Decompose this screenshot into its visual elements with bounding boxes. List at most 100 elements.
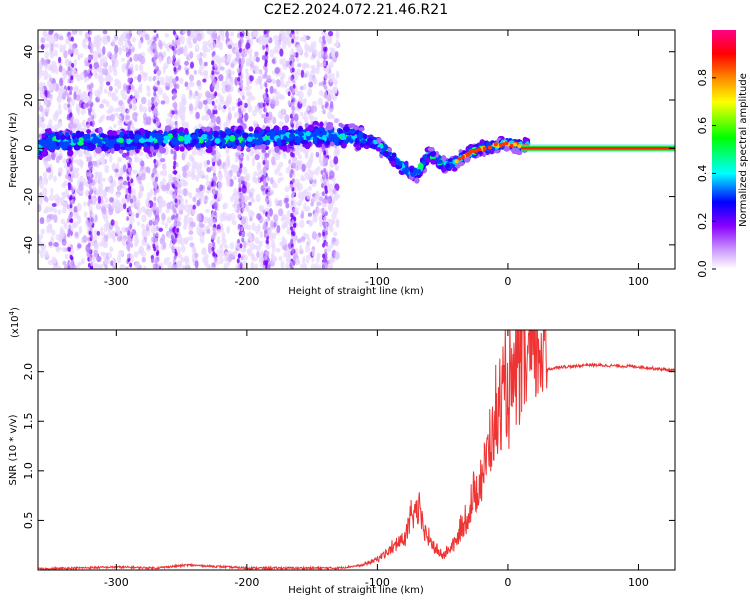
spectral-point — [107, 177, 111, 183]
spectral-point — [232, 203, 236, 208]
spectral-point — [287, 91, 291, 97]
spectral-point — [67, 103, 71, 109]
spectral-point — [183, 255, 190, 263]
spectral-point — [76, 202, 82, 212]
spectral-point — [278, 121, 284, 127]
spectral-point — [281, 31, 286, 39]
spectral-point — [179, 34, 184, 41]
spectral-point — [274, 67, 280, 75]
spectral-point — [77, 243, 82, 249]
spectral-point — [300, 236, 306, 242]
spectral-point — [161, 40, 166, 46]
spectral-point — [225, 75, 229, 83]
spectral-point — [142, 265, 147, 269]
spectral-point — [70, 256, 74, 262]
spectral-point — [290, 212, 294, 218]
spectral-point — [42, 187, 48, 196]
spectral-point — [184, 214, 189, 220]
spectral-point — [204, 195, 208, 201]
spectral-point — [173, 160, 177, 166]
spectral-point — [206, 159, 211, 165]
spectral-point — [110, 41, 116, 47]
spectral-point — [307, 237, 311, 246]
spectral-point — [117, 119, 123, 127]
spectral-point — [155, 251, 159, 257]
spectral-point — [257, 76, 262, 84]
spectral-point — [38, 44, 41, 50]
spectral-point — [64, 253, 69, 260]
spectral-point — [239, 262, 243, 268]
spectral-point — [117, 115, 122, 120]
spectral-point — [256, 213, 262, 221]
spectral-point — [90, 83, 94, 89]
spectral-point — [121, 63, 126, 73]
spectral-point — [324, 185, 328, 191]
spectral-point — [335, 218, 340, 227]
spectral-point — [270, 243, 276, 248]
spectral-point — [48, 174, 52, 181]
spectral-point — [88, 205, 94, 212]
spectral-point — [291, 249, 295, 255]
spectral-point — [158, 56, 162, 64]
spectral-point — [281, 109, 286, 114]
spectral-point — [283, 197, 288, 204]
spectral-point — [126, 244, 130, 250]
spectral-point — [192, 204, 196, 210]
spectral-point — [44, 43, 50, 49]
spectral-point — [321, 104, 325, 110]
spectral-point — [137, 74, 142, 83]
spectral-point — [130, 242, 134, 248]
spectral-point — [138, 103, 143, 111]
spectral-point — [180, 197, 184, 205]
spectral-point — [324, 262, 328, 268]
spectral-point — [49, 77, 54, 82]
spectral-point — [322, 253, 326, 259]
spectral-point — [271, 255, 277, 263]
spectral-point — [89, 178, 93, 184]
spectral-point — [108, 85, 113, 92]
spectral-point — [188, 94, 192, 100]
spectral-point — [189, 242, 195, 248]
spectral-point — [153, 36, 157, 42]
spectral-point — [222, 203, 226, 210]
spectral-point — [306, 191, 312, 200]
spectral-point — [289, 221, 293, 227]
spectral-point — [89, 160, 93, 166]
spectral-point — [256, 250, 260, 259]
spectral-point — [173, 208, 177, 214]
spectral-point — [69, 85, 73, 91]
spectral-point — [206, 228, 211, 234]
spectral-point — [263, 55, 267, 61]
spectral-point — [239, 116, 243, 122]
spectral-point — [151, 42, 155, 48]
spectral-point — [153, 196, 157, 202]
spectral-point — [138, 151, 144, 156]
spectral-point — [109, 196, 115, 203]
spectral-point — [60, 196, 65, 205]
spectral-point — [38, 195, 43, 203]
spectral-point — [195, 177, 199, 182]
spectral-point — [228, 106, 232, 113]
spectral-point — [111, 38, 117, 43]
spectral-point — [138, 39, 142, 49]
spectral-point — [318, 153, 322, 162]
spectral-point — [335, 30, 340, 40]
spectral-point — [226, 260, 231, 267]
spectral-point — [59, 226, 64, 235]
spectral-point — [48, 94, 53, 99]
spectral-point — [323, 150, 327, 156]
spectral-point — [90, 114, 94, 120]
spectral-point — [140, 160, 145, 167]
spectral-point — [239, 74, 243, 80]
spectral-point — [76, 265, 81, 269]
spectral-point — [272, 232, 277, 240]
spectral-point — [88, 156, 92, 162]
spectral-point — [62, 201, 68, 211]
spectral-point — [223, 262, 228, 269]
spectral-point — [97, 195, 101, 204]
spectral-point — [239, 163, 243, 169]
chart-title: C2E2.2024.072.21.46.R21 — [263, 2, 449, 18]
spectral-point — [323, 167, 327, 173]
spectral-point — [308, 156, 314, 164]
spectral-point — [71, 62, 75, 68]
